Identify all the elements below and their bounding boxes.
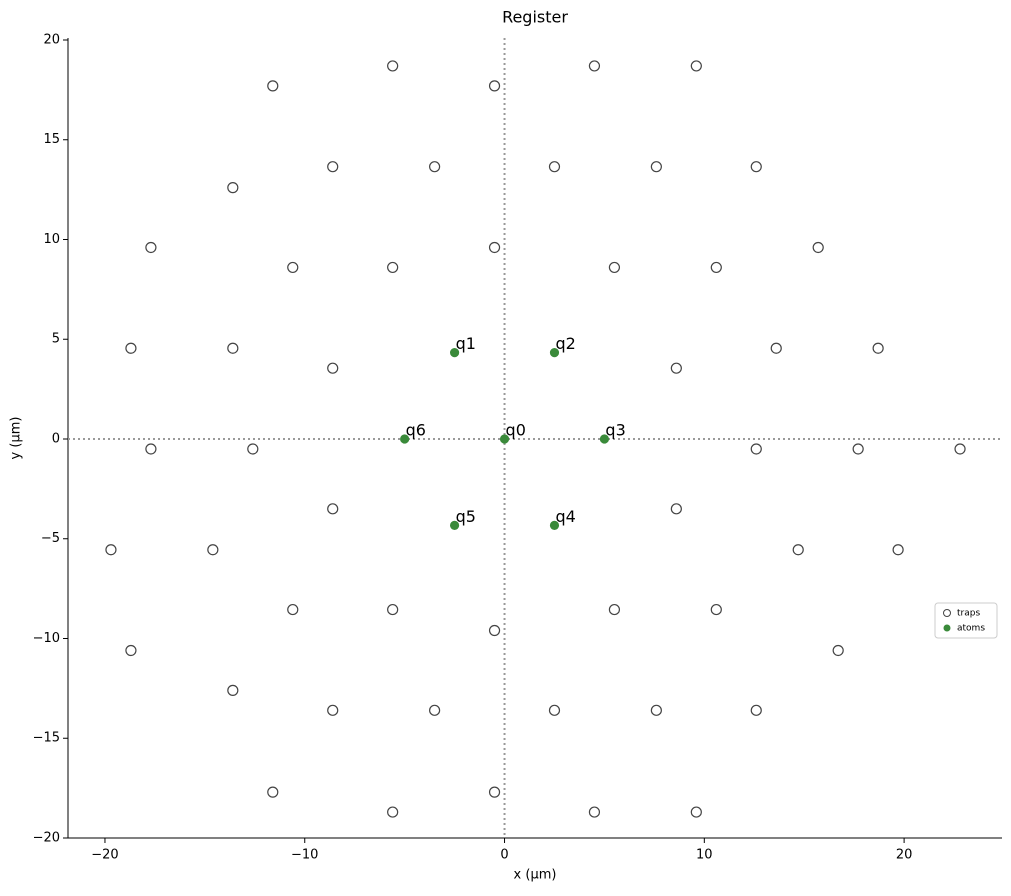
- y-tick-label: −5: [41, 531, 60, 546]
- atom-marker: [499, 434, 510, 444]
- y-tick-label: 15: [43, 132, 60, 147]
- trap-marker: [750, 704, 762, 716]
- trap-marker: [872, 342, 884, 354]
- trap-marker: [588, 806, 601, 818]
- trap-marker: [710, 261, 722, 274]
- trap-marker: [387, 60, 399, 72]
- y-axis-label: y (µm): [9, 417, 24, 460]
- y-tick-label: −20: [33, 831, 60, 846]
- trap-marker: [227, 684, 239, 696]
- trap-marker: [247, 443, 259, 455]
- trap-marker: [832, 644, 844, 657]
- trap-marker: [650, 161, 662, 173]
- trap-marker: [105, 544, 117, 556]
- legend-label: atoms: [957, 624, 985, 634]
- x-tick-label: 10: [696, 848, 713, 863]
- trap-marker: [327, 362, 339, 374]
- trap-marker: [488, 80, 501, 92]
- atom-marker: [549, 520, 560, 530]
- trap-marker: [227, 182, 239, 194]
- chart-title: Register: [502, 8, 568, 27]
- trap-marker: [387, 261, 399, 274]
- point-label: q1: [456, 334, 476, 353]
- trap-marker: [750, 443, 762, 455]
- point-label: q4: [555, 507, 575, 526]
- x-tick-label: 20: [896, 848, 913, 863]
- trap-marker: [812, 241, 824, 254]
- trap-marker: [650, 704, 662, 716]
- y-tick-label: 5: [52, 332, 60, 347]
- trap-marker: [670, 503, 682, 515]
- trap-marker: [207, 544, 219, 556]
- point-label: q3: [605, 420, 625, 439]
- x-tick-label: −10: [291, 848, 318, 863]
- trap-marker: [690, 60, 702, 72]
- trap-marker: [145, 241, 157, 254]
- y-tick-label: 10: [43, 232, 60, 247]
- point-label: q6: [406, 420, 426, 439]
- trap-marker: [852, 443, 864, 455]
- trap-marker: [429, 161, 441, 173]
- trap-marker: [125, 644, 137, 657]
- trap-marker: [145, 443, 157, 455]
- trap-marker: [429, 704, 441, 716]
- trap-marker: [267, 80, 279, 92]
- trap-marker: [287, 603, 299, 616]
- atom-marker: [449, 520, 460, 530]
- legend-label: traps: [957, 609, 980, 619]
- trap-marker: [670, 362, 682, 374]
- atom-marker: [449, 348, 460, 358]
- y-tick-label: −10: [33, 631, 60, 646]
- trap-marker: [488, 786, 501, 798]
- trap-marker: [750, 161, 762, 173]
- atom-marker: [400, 434, 410, 444]
- point-label: q5: [456, 507, 476, 526]
- trap-marker: [267, 786, 279, 798]
- trap-marker: [608, 261, 621, 274]
- y-tick-label: −15: [33, 731, 60, 746]
- trap-marker: [227, 342, 239, 354]
- trap-marker: [690, 806, 702, 818]
- legend-marker: [943, 624, 951, 632]
- trap-marker: [327, 503, 339, 515]
- trap-marker: [588, 60, 601, 72]
- y-tick-label: 0: [52, 431, 60, 446]
- trap-marker: [710, 603, 722, 616]
- x-tick-label: 0: [500, 848, 508, 863]
- trap-marker: [954, 443, 966, 455]
- trap-marker: [488, 241, 501, 254]
- trap-marker: [327, 704, 339, 716]
- trap-marker: [488, 624, 501, 637]
- trap-marker: [792, 544, 804, 556]
- trap-marker: [608, 603, 621, 616]
- trap-marker: [892, 544, 904, 556]
- atom-marker: [599, 434, 610, 444]
- x-tick-label: −20: [91, 848, 118, 863]
- atom-marker: [549, 348, 560, 358]
- trap-marker: [387, 806, 399, 818]
- trap-marker: [770, 342, 782, 354]
- point-label: q2: [555, 334, 575, 353]
- y-tick-label: 20: [43, 32, 60, 47]
- x-axis-label: x (µm): [514, 868, 557, 883]
- legend-marker: [943, 609, 951, 617]
- trap-marker: [548, 161, 561, 173]
- trap-marker: [327, 161, 339, 173]
- trap-marker: [125, 342, 137, 354]
- trap-marker: [287, 261, 299, 274]
- trap-marker: [387, 603, 399, 616]
- trap-marker: [548, 704, 561, 716]
- point-label: q0: [506, 420, 526, 439]
